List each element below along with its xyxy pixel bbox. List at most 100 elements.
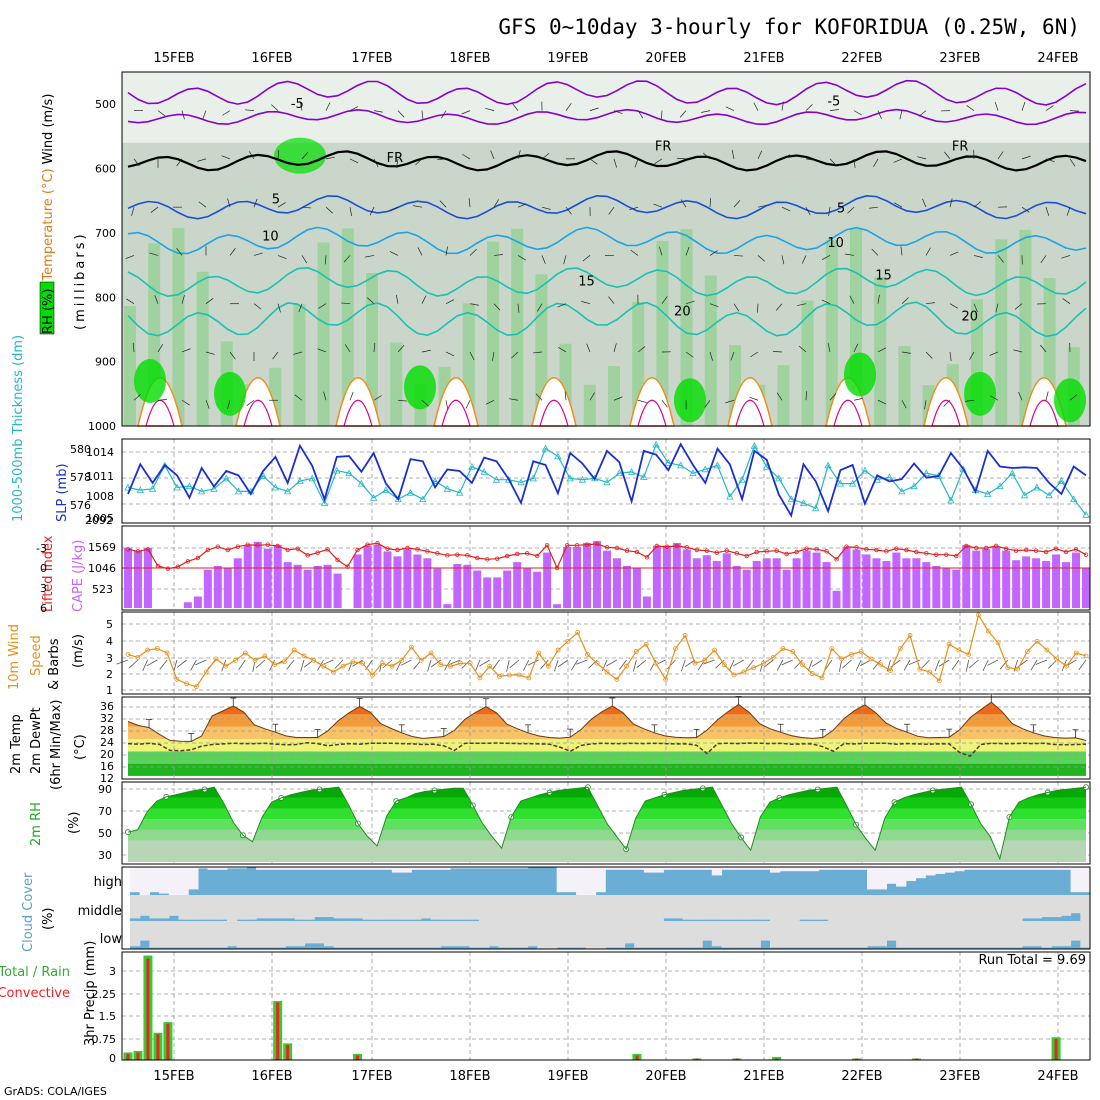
thickness-line [127,443,1087,516]
cloud-low-cell [353,921,364,948]
slp-tick: 1005 [86,512,114,525]
rh-frame [121,781,1091,865]
cloud-low-cell [547,921,558,949]
wind-barb [349,391,354,401]
surface-barb [733,659,745,667]
rh-cell [390,342,403,426]
wind-ylabel: Speed [29,635,44,676]
cloud-low-cell [857,921,868,948]
cloud-high-cell [973,867,984,870]
surface-barb [449,659,461,665]
cloud-high-cell [362,867,373,870]
cloud-level-low: low [100,932,123,947]
cape-bar [573,546,582,608]
surface-barb [920,659,930,669]
cloud-middle-cell [624,895,635,921]
date-label-top: 17FEB [351,51,392,66]
cape-bar [333,573,342,608]
cloud-high-cell [905,867,917,881]
cloud-middle-cell [323,895,335,918]
wind-barb [581,301,591,305]
cape-bar [283,562,292,608]
cloud-middle-cell [450,895,461,920]
wind-barb [853,110,862,116]
cape-bar [772,558,781,608]
cape-tick: 523 [92,583,113,596]
wind-barb [1045,391,1049,401]
surface-barb [509,659,520,669]
cloud-high-cell [876,867,887,890]
surface-barb [842,659,852,669]
temp-band [128,763,1086,776]
cloud-low-cell [1031,921,1043,947]
rh-cell [777,365,790,426]
thickness-marker [1070,495,1078,503]
wind-barb [181,294,185,304]
cloud-low-cell [576,921,587,948]
wind-frame [121,611,1091,695]
cloud-high-cell [159,867,170,894]
cloud-high-cell [343,867,354,870]
wind-barb [197,158,207,162]
temp-tick: 32 [100,712,114,725]
cape-bar [842,546,851,608]
wind-barb [634,158,639,168]
wind-barb [801,255,807,264]
cloud-high-cell [837,867,849,870]
wind-barb [995,303,999,313]
cape-bar [672,542,681,608]
surface-barb [269,659,275,672]
wind-barb [469,303,479,306]
cape-bar [453,564,462,608]
wind-barb [557,303,567,308]
wind-barb [901,297,909,304]
cloud-high-cell [886,867,897,884]
pressure-axis: 500 600 700 800 900 1000 [88,98,116,433]
li-marker [335,557,340,563]
cloud-middle-cell [1051,895,1062,918]
isotherm-line [127,108,1087,126]
cloud-middle-cell [963,895,975,921]
surface-barb [317,659,324,671]
rh-tick: 30 [98,849,112,862]
cloud-low-cell [246,921,257,948]
cloud-middle-cell [1022,895,1033,919]
wind-barb [181,399,190,406]
cape-bar [233,558,242,608]
wind-barb [725,106,735,111]
surface-barb [965,659,970,672]
surface-barb [633,659,637,672]
wind-barb [157,399,167,401]
cloud-low-cell [808,921,820,948]
cloud-middle-cell [430,895,441,920]
cloud-high-cell [411,867,422,870]
cape-bar [902,558,911,608]
cape-bar [862,554,871,608]
cloud-high-cell [265,867,277,870]
cloud-low-cell [265,921,277,948]
wind-barb [205,298,214,304]
cloud-middle-cell [314,895,325,918]
thickness-marker [775,474,783,482]
cloud-middle-cell [634,895,645,921]
thickness-marker [1008,469,1016,477]
cape-bar [982,548,991,608]
cloud-high-cell [624,867,635,870]
isotherm-label: FR [952,140,969,155]
thickness-marker [750,442,759,449]
rh-cell [583,384,596,426]
precip-tick: 0.75 [92,1033,117,1046]
wind-barb [877,399,887,405]
date-label-bottom: 15FEB [153,1069,194,1084]
profile-panel: -5 -5 FR FR FR 5 5 10 10 15 15 20 20 500 600 700 800 900… [39,71,1091,433]
wind-barb [154,295,159,304]
wind-barb [344,344,351,353]
temp-units: (°C) [73,734,88,760]
wind-tick: 1 [106,684,113,697]
wind-barb [349,207,353,217]
wind-barb [245,109,255,111]
isotherm-line [127,301,1087,338]
cloud-middle-cell [837,895,849,921]
cloud-middle-cell [459,895,470,920]
surface-barb [1078,659,1087,670]
